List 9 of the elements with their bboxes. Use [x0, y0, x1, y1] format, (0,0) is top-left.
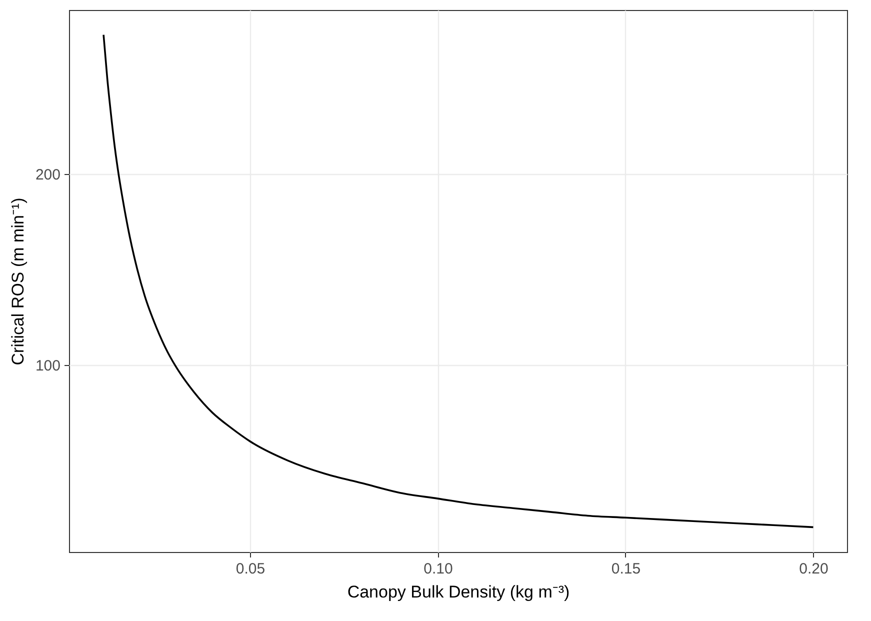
- x-axis-title: Canopy Bulk Density (kg m⁻³): [347, 582, 570, 602]
- x-tick-label: 0.20: [799, 560, 828, 578]
- y-axis-title: Critical ROS (m min⁻¹): [8, 198, 28, 366]
- x-tick-label: 0.05: [236, 560, 266, 578]
- x-tick-label: 0.15: [611, 560, 641, 578]
- y-tick-label: 200: [35, 166, 60, 184]
- line-series: [102, 34, 814, 528]
- x-tick-label: 0.10: [424, 560, 453, 578]
- y-tick-label: 100: [35, 357, 60, 374]
